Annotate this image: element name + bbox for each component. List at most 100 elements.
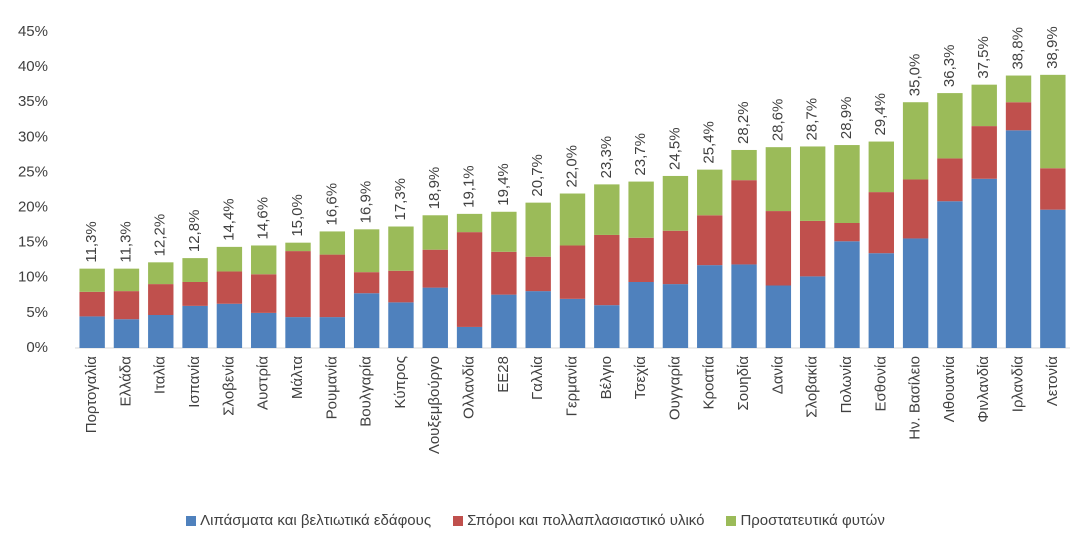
total-label: 28,6%	[769, 99, 786, 142]
bar-segment	[251, 312, 277, 348]
total-label: 20,7%	[529, 154, 546, 197]
bar-segment	[525, 291, 551, 348]
legend-label: Προστατευτικά φυτών	[740, 512, 885, 529]
total-label: 19,1%	[461, 165, 478, 208]
legend-swatch	[186, 515, 197, 526]
total-label: 23,7%	[632, 133, 649, 176]
bar-segment	[971, 178, 997, 348]
x-tick-label: Βουλγαρία	[358, 356, 375, 427]
x-tick-label: Λουξεμβούργο	[426, 356, 443, 454]
total-label: 28,7%	[804, 98, 821, 141]
total-label: 28,9%	[838, 97, 855, 140]
x-tick-label: Κροατία	[701, 356, 718, 410]
x-tick-label: ΕΕ28	[495, 356, 512, 393]
bar-segment	[902, 102, 929, 180]
bar-segment	[388, 302, 414, 348]
bar-segment	[559, 298, 586, 348]
bar-segment	[834, 223, 860, 242]
legend: Λιπάσματα και βελτιωτικά εδάφους Σπόροι κ…	[0, 512, 1071, 529]
total-label: 17,3%	[392, 178, 409, 221]
total-label: 24,5%	[666, 127, 683, 170]
bar-segment	[388, 226, 414, 271]
total-label: 22,0%	[563, 145, 580, 188]
bar-segment	[834, 241, 860, 348]
bar-segment	[319, 231, 346, 255]
bar-segment	[491, 211, 517, 252]
chart: 0% 5% 10% 15% 20% 25% 30% 35% 40% 45% 11,3% Πορτογα…	[18, 23, 1070, 454]
bar-segment	[799, 276, 826, 348]
y-tick-label: 40%	[18, 58, 48, 75]
y-tick-label: 25%	[18, 163, 48, 180]
bar-segment	[971, 126, 997, 179]
x-tick-label: Ελλάδα	[117, 356, 134, 407]
legend-swatch	[453, 515, 464, 526]
bar-segment	[79, 268, 105, 292]
bar-segment	[1040, 74, 1066, 169]
legend-item: Λιπάσματα και βελτιωτικά εδάφους	[186, 512, 431, 529]
bar-segment	[697, 265, 723, 348]
total-label: 15,0%	[289, 194, 306, 237]
bar-segment	[1040, 168, 1066, 210]
total-label: 25,4%	[701, 121, 718, 164]
bar-segment	[662, 284, 689, 348]
total-label: 18,9%	[426, 167, 443, 210]
bar-segment	[594, 305, 620, 348]
bar-segment	[1005, 75, 1032, 103]
bar-segment	[937, 93, 963, 159]
bar-segment	[456, 326, 483, 348]
bar-segment	[834, 145, 860, 224]
bar-segment	[937, 158, 963, 202]
bar-segment	[525, 256, 551, 292]
x-tick-label: Ολλανδία	[461, 356, 478, 419]
bar-segment	[868, 192, 894, 254]
bar-segment	[559, 193, 586, 246]
y-tick-label: 20%	[18, 199, 48, 216]
bar-segment	[285, 317, 311, 348]
bar-segment	[1005, 102, 1032, 131]
bar-segment	[902, 179, 929, 239]
bar-segment	[799, 220, 826, 277]
x-tick-label: Αυστρία	[255, 356, 272, 410]
y-tick-label: 5%	[26, 304, 48, 321]
bar-segment	[937, 201, 963, 348]
total-label: 11,3%	[117, 221, 134, 262]
bar-segment	[353, 293, 380, 348]
x-tick-label: Ιταλία	[152, 356, 169, 394]
x-tick-label: Βέλγιο	[598, 356, 615, 399]
bar-segment	[765, 285, 792, 348]
total-label: 23,3%	[598, 136, 615, 179]
bar-segment	[113, 268, 140, 292]
x-tick-label: Κύπρος	[392, 356, 409, 409]
total-label: 29,4%	[872, 93, 889, 136]
bar-segment	[113, 319, 140, 348]
bar-segment	[868, 253, 894, 348]
total-label: 14,4%	[220, 198, 237, 241]
legend-item: Σπόροι και πολλαπλασιαστικό υλικό	[453, 512, 704, 529]
x-tick-label: Σλοβακία	[804, 356, 821, 418]
total-label: 12,8%	[186, 210, 203, 253]
bar-segment	[251, 245, 277, 275]
bar-segment	[456, 213, 483, 233]
bar-segment	[216, 271, 243, 304]
bar-segment	[765, 211, 792, 286]
y-tick-label: 35%	[18, 93, 48, 110]
x-tick-label: Ην. Βασίλειο	[907, 356, 924, 440]
bar-segment	[731, 180, 757, 265]
bar-segment	[731, 149, 757, 181]
x-tick-label: Γερμανία	[563, 356, 580, 417]
total-label: 36,3%	[941, 45, 958, 88]
total-label: 38,9%	[1044, 26, 1061, 69]
total-label: 12,2%	[152, 214, 169, 257]
bar-segment	[628, 181, 654, 238]
bar-segment	[559, 245, 586, 299]
bar-segment	[422, 215, 448, 250]
bar-segment	[594, 184, 620, 235]
bar-segment	[148, 314, 174, 348]
x-tick-label: Δανία	[769, 356, 786, 395]
y-tick-label: 0%	[26, 339, 48, 356]
bar-segment	[285, 242, 311, 252]
x-tick-label: Ιρλανδία	[1010, 356, 1027, 413]
bar-segment	[353, 229, 380, 273]
bar-segment	[251, 274, 277, 313]
total-label: 11,3%	[83, 221, 100, 262]
